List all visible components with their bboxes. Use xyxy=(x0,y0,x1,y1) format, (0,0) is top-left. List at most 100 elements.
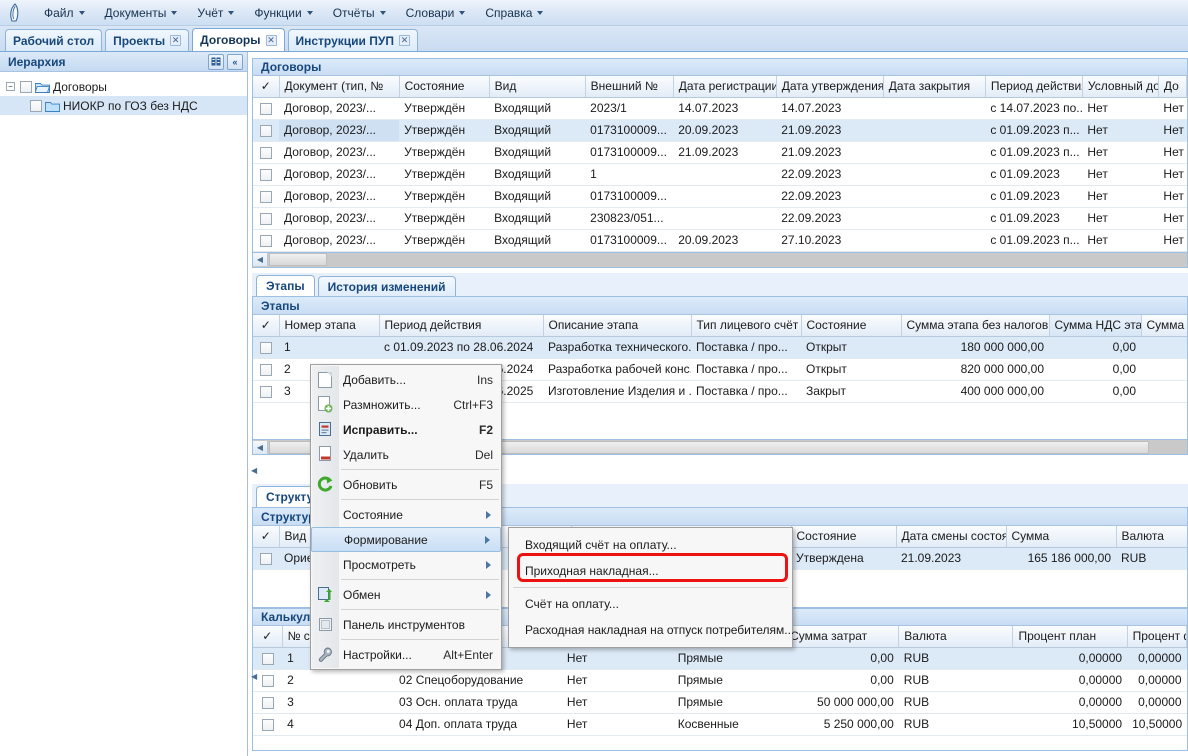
tab-etapy[interactable]: Этапы xyxy=(256,275,315,296)
row-checkbox-cell[interactable] xyxy=(253,691,283,714)
row-checkbox-cell[interactable] xyxy=(253,547,279,570)
col-structure-currency[interactable]: Валюта xyxy=(1116,526,1187,548)
context-menu-item-formirovanie[interactable]: Формирование xyxy=(311,527,501,552)
table-row[interactable]: Договор, 2023/... Утверждён Входящий 017… xyxy=(253,141,1187,164)
col-stage-sum[interactable]: Сумма эт xyxy=(1141,315,1187,337)
col-structure-sum[interactable]: Сумма xyxy=(1006,526,1117,548)
structure-scroll-left-icon[interactable]: ◀ xyxy=(251,466,258,475)
context-menu-item-duplicate[interactable]: Размножить... Ctrl+F3 xyxy=(311,392,501,417)
table-row[interactable]: 2 02 Спецоборудование Нет Прямые 0,00 RU… xyxy=(253,669,1187,692)
col-stage-vat-sum[interactable]: Сумма НДС этапа xyxy=(1049,315,1142,337)
context-menu-item-exchange[interactable]: Обмен xyxy=(311,582,501,607)
collapse-toggle-icon[interactable]: − xyxy=(6,82,15,91)
close-icon[interactable]: ✕ xyxy=(398,35,410,46)
col-extra[interactable]: До xyxy=(1158,76,1188,98)
find-icon[interactable] xyxy=(208,53,224,70)
col-document[interactable]: Документ (тип, № xyxy=(279,76,400,98)
tree-checkbox[interactable] xyxy=(30,99,42,112)
tab-dogovory[interactable]: Договоры ✕ xyxy=(192,28,285,51)
table-row[interactable]: Договор, 2023/... Утверждён Входящий 017… xyxy=(253,119,1187,142)
menu-file[interactable]: Файл xyxy=(36,3,93,23)
tab-rabochiy-stol[interactable]: Рабочий стол xyxy=(5,29,103,51)
col-account-type[interactable]: Тип лицевого счёт xyxy=(691,315,802,337)
col-structure-state[interactable]: Состояние xyxy=(791,526,897,548)
col-kind[interactable]: Вид xyxy=(489,76,586,98)
col-external-number[interactable]: Внешний № xyxy=(585,76,674,98)
row-checkbox-cell[interactable] xyxy=(253,647,283,670)
table-row[interactable]: Договор, 2023/... Утверждён Входящий 017… xyxy=(253,185,1187,208)
table-row[interactable]: Договор, 2023/... Утверждён Входящий 202… xyxy=(253,97,1187,120)
row-checkbox[interactable] xyxy=(260,212,272,225)
calculation-scroll-left-icon[interactable]: ◀ xyxy=(251,672,258,681)
scroll-left-arrow-icon[interactable]: ◀ xyxy=(253,440,268,454)
tree-node-dogovory[interactable]: − Договоры xyxy=(0,77,247,96)
scroll-left-arrow-icon[interactable]: ◀ xyxy=(253,253,268,266)
row-checkbox[interactable] xyxy=(260,363,272,376)
table-row[interactable]: 3 03 Осн. оплата труда Нет Прямые 50 000… xyxy=(253,691,1187,714)
col-calc-currency[interactable]: Валюта xyxy=(898,626,1014,648)
row-checkbox-cell[interactable] xyxy=(253,229,279,252)
submenu-item-outgoing-delivery-note[interactable]: Расходная накладная на отпуск потребител… xyxy=(509,617,794,643)
context-menu[interactable]: Добавить... Ins Размножить... Ctrl+F3 xyxy=(310,364,502,670)
table-row[interactable]: Договор, 2023/... Утверждён Входящий 1 2… xyxy=(253,163,1187,186)
col-calc-percent-fact[interactable]: Процент факт xyxy=(1127,626,1187,648)
col-closing-date[interactable]: Дата закрытия xyxy=(883,76,986,98)
row-checkbox-cell[interactable] xyxy=(253,380,279,403)
context-menu-item-state[interactable]: Состояние xyxy=(311,502,501,527)
tab-instruktsii-pup[interactable]: Инструкции ПУП ✕ xyxy=(287,29,418,51)
col-conditional-contract[interactable]: Условный договор xyxy=(1082,76,1159,98)
col-stage-sum-without-tax[interactable]: Сумма этапа без налогов xyxy=(901,315,1050,337)
row-checkbox-cell[interactable] xyxy=(253,185,279,208)
col-state[interactable]: Состояние xyxy=(399,76,490,98)
context-menu-item-settings[interactable]: Настройки... Alt+Enter xyxy=(311,642,501,667)
col-validity-period[interactable]: Период действия.. xyxy=(985,76,1083,98)
col-approval-date[interactable]: Дата утверждения xyxy=(776,76,884,98)
submenu-item-incoming-invoice[interactable]: Входящий счёт на оплату... xyxy=(509,532,792,558)
row-checkbox[interactable] xyxy=(260,146,272,159)
col-stage-number[interactable]: Номер этапа xyxy=(279,315,380,337)
row-checkbox-cell[interactable] xyxy=(253,713,283,736)
context-menu-item-edit[interactable]: Исправить... F2 xyxy=(311,417,501,442)
row-checkbox[interactable] xyxy=(260,552,272,565)
select-all-column-header[interactable]: ✓ xyxy=(253,626,283,648)
context-menu-item-refresh[interactable]: Обновить F5 xyxy=(311,472,501,497)
row-checkbox-cell[interactable] xyxy=(253,358,279,381)
tab-proekty[interactable]: Проекты ✕ xyxy=(105,29,190,51)
select-all-column-header[interactable]: ✓ xyxy=(253,526,280,548)
table-row[interactable]: Договор, 2023/... Утверждён Входящий 017… xyxy=(253,229,1187,252)
row-checkbox-cell[interactable] xyxy=(253,141,279,164)
row-checkbox[interactable] xyxy=(260,190,272,203)
row-checkbox[interactable] xyxy=(260,102,272,115)
scrollbar-thumb[interactable] xyxy=(269,253,327,266)
menu-dictionaries[interactable]: Словари xyxy=(398,3,474,23)
contracts-grid[interactable]: ✓ Документ (тип, № Состояние Вид Внешний… xyxy=(253,76,1188,252)
select-all-column-header[interactable]: ✓ xyxy=(253,76,280,98)
menu-help[interactable]: Справка xyxy=(477,3,551,23)
contracts-horizontal-scrollbar[interactable]: ◀ xyxy=(252,252,1188,268)
tab-istoriya-izmeneniy[interactable]: История изменений xyxy=(317,276,456,296)
row-checkbox-cell[interactable] xyxy=(253,336,279,359)
context-menu-item-delete[interactable]: Удалить Del xyxy=(311,442,501,467)
collapse-panel-icon[interactable]: « xyxy=(227,53,243,70)
col-structure-state-change-date[interactable]: Дата смены состоя xyxy=(896,526,1007,548)
row-checkbox-cell[interactable] xyxy=(253,207,279,230)
row-checkbox[interactable] xyxy=(260,168,272,181)
menu-documents[interactable]: Документы xyxy=(97,3,186,23)
col-calc-percent-plan[interactable]: Процент план xyxy=(1012,626,1128,648)
row-checkbox[interactable] xyxy=(260,234,272,247)
row-checkbox[interactable] xyxy=(260,385,272,398)
row-checkbox[interactable] xyxy=(260,124,272,137)
row-checkbox-cell[interactable] xyxy=(253,669,283,692)
submenu-item-invoice-for-payment[interactable]: Счёт на оплату... xyxy=(509,591,792,617)
context-menu-item-view[interactable]: Просмотреть xyxy=(311,552,501,577)
row-checkbox[interactable] xyxy=(260,341,272,354)
table-row[interactable]: 1 с 01.09.2023 по 28.06.2024 Разработка … xyxy=(253,336,1187,359)
row-checkbox[interactable] xyxy=(261,718,274,731)
menu-functions[interactable]: Функции xyxy=(246,3,320,23)
col-calc-cost-sum[interactable]: Сумма затрат xyxy=(784,626,900,648)
close-icon[interactable]: ✕ xyxy=(170,35,182,46)
row-checkbox-cell[interactable] xyxy=(253,97,279,120)
col-stage-description[interactable]: Описание этапа xyxy=(543,315,692,337)
select-all-column-header[interactable]: ✓ xyxy=(253,315,280,337)
tree-node-niokr-goz[interactable]: НИОКР по ГОЗ без НДС xyxy=(0,96,247,115)
